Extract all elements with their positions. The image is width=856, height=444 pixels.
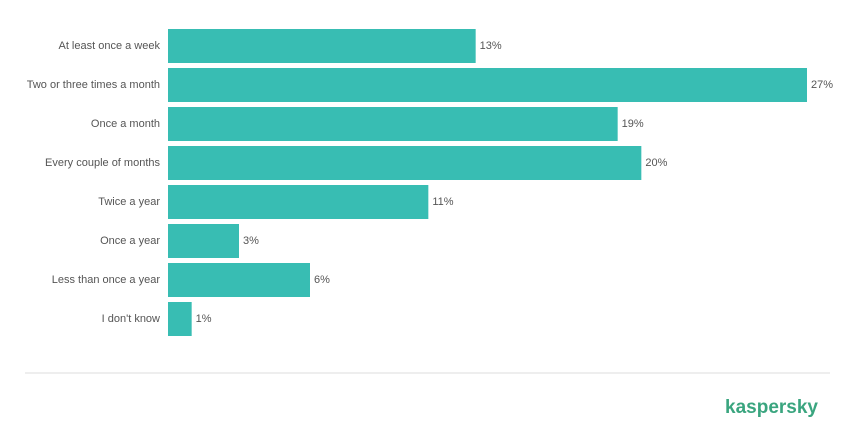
bar: [168, 263, 310, 297]
category-label: At least once a week: [58, 40, 160, 52]
value-label: 19%: [622, 118, 644, 130]
value-label: 27%: [811, 79, 833, 91]
bar: [168, 302, 192, 336]
category-label: I don't know: [102, 313, 160, 325]
bar: [168, 224, 239, 258]
value-label: 3%: [243, 235, 259, 247]
category-label: Two or three times a month: [27, 79, 160, 91]
bar: [168, 29, 476, 63]
category-label: Twice a year: [98, 196, 160, 208]
category-label: Less than once a year: [52, 274, 161, 286]
category-label: Every couple of months: [45, 157, 160, 169]
bar: [168, 107, 618, 141]
value-label: 6%: [314, 274, 330, 286]
category-label: Once a month: [91, 118, 160, 130]
category-label: Once a year: [100, 235, 160, 247]
value-label: 11%: [432, 196, 453, 208]
bar: [168, 185, 429, 219]
bar: [168, 68, 807, 102]
value-label: 13%: [480, 40, 502, 52]
value-label: 1%: [196, 313, 212, 325]
brand-logo: kaspersky: [725, 397, 818, 418]
bar: [168, 146, 642, 180]
value-label: 20%: [645, 157, 667, 169]
